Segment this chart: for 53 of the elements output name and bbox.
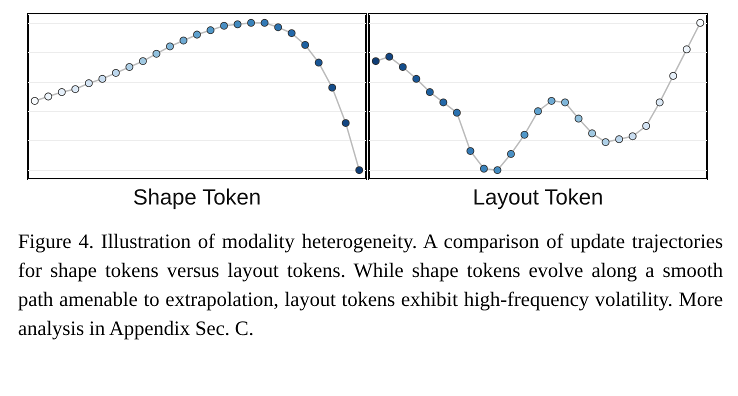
point [166,42,174,50]
point [112,69,120,77]
point [507,150,515,158]
point [314,58,323,67]
point [234,20,242,28]
x-axis-title: Shape Token [132,184,262,210]
point [58,88,66,96]
point [193,30,201,39]
point [342,119,350,127]
point [84,79,93,88]
point [71,85,80,94]
point [152,50,160,58]
point [372,57,380,66]
point [288,29,296,38]
point [44,92,52,100]
point [561,98,569,106]
point [466,147,474,155]
point [139,57,147,66]
point [656,98,664,106]
caption: Figure 4. Illustration of modality heterogeneity. A comparison of update trajectories for shape tokens versus layout tokens. While shape tokens evolve along a smooth path amenable to extrapolation, layout tokens exhibit high-frequency volatility. More analysis in Appendix Sec. C. [18,230,723,342]
point [696,18,704,27]
point [628,132,637,140]
point [426,88,434,96]
point [328,84,336,92]
point [180,36,188,44]
point [412,74,420,83]
x-axis-title: Layout Token [472,184,604,210]
point [206,26,214,34]
point [452,108,461,117]
point [126,63,134,71]
point [398,63,407,71]
point [260,18,268,27]
point [548,97,556,105]
point [480,164,488,173]
point [682,45,691,54]
point [494,166,502,174]
point [602,138,610,146]
point [520,130,528,139]
point [98,74,106,83]
point [30,97,39,105]
point [588,129,596,138]
point [385,52,394,61]
point [615,135,624,144]
point [534,107,542,116]
point [247,18,255,27]
point [574,114,582,122]
point [642,122,650,130]
point [669,72,678,80]
point [274,23,282,32]
point [439,98,448,106]
point [355,166,364,174]
point [301,41,310,49]
point [220,22,228,30]
